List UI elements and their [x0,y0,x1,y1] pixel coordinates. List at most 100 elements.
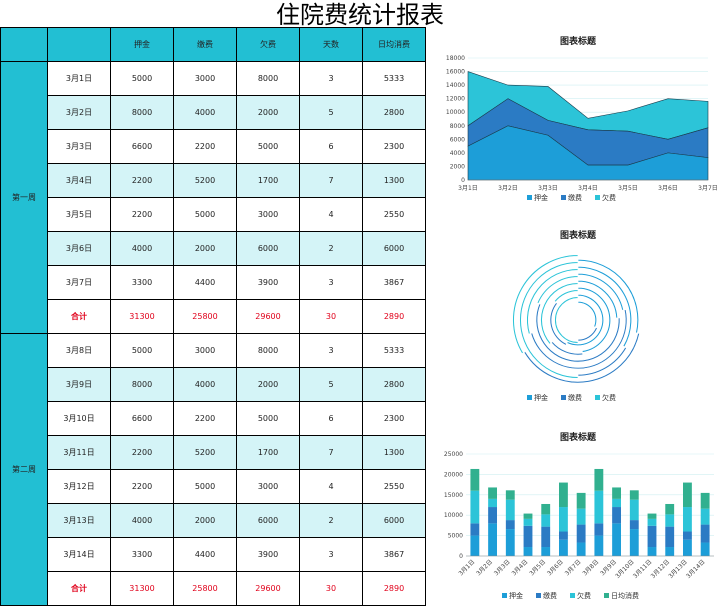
value-cell[interactable]: 3000 [236,197,300,232]
value-cell[interactable]: 5000 [173,197,237,232]
value-cell[interactable]: 6600 [110,129,174,164]
total-value-cell[interactable]: 31300 [110,299,174,334]
value-cell[interactable]: 7 [299,163,363,198]
total-value-cell[interactable]: 29600 [236,571,300,606]
value-cell[interactable]: 2 [299,231,363,266]
date-cell[interactable]: 3月9日 [47,367,111,402]
value-cell[interactable]: 2000 [236,367,300,402]
date-cell[interactable]: 3月4日 [47,163,111,198]
value-cell[interactable]: 2550 [362,197,426,232]
value-cell[interactable]: 3000 [173,333,237,368]
value-cell[interactable]: 5000 [236,401,300,436]
value-cell[interactable]: 6000 [362,231,426,266]
value-cell[interactable]: 4400 [173,537,237,572]
value-cell[interactable]: 1300 [362,163,426,198]
value-cell[interactable]: 5333 [362,61,426,96]
value-cell[interactable]: 3000 [236,469,300,504]
value-cell[interactable]: 3300 [110,265,174,300]
date-cell[interactable]: 3月12日 [47,469,111,504]
value-cell[interactable]: 5000 [173,469,237,504]
date-cell[interactable]: 3月5日 [47,197,111,232]
value-cell[interactable]: 5 [299,367,363,402]
total-value-cell[interactable]: 30 [299,299,363,334]
value-cell[interactable]: 2 [299,503,363,538]
value-cell[interactable]: 3867 [362,265,426,300]
value-cell[interactable]: 2300 [362,401,426,436]
week-label-cell[interactable]: 第一周 [0,61,48,334]
total-value-cell[interactable]: 30 [299,571,363,606]
value-cell[interactable]: 7 [299,435,363,470]
total-value-cell[interactable]: 29600 [236,299,300,334]
header-days[interactable]: 天数 [299,27,363,62]
value-cell[interactable]: 5200 [173,163,237,198]
value-cell[interactable]: 2800 [362,95,426,130]
value-cell[interactable]: 1700 [236,435,300,470]
total-value-cell[interactable]: 2890 [362,299,426,334]
value-cell[interactable]: 2200 [173,401,237,436]
header-deposit[interactable]: 押金 [110,27,174,62]
value-cell[interactable]: 8000 [110,367,174,402]
value-cell[interactable]: 1700 [236,163,300,198]
date-cell[interactable]: 3月14日 [47,537,111,572]
value-cell[interactable]: 2000 [236,95,300,130]
value-cell[interactable]: 6600 [110,401,174,436]
value-cell[interactable]: 6000 [362,503,426,538]
value-cell[interactable]: 8000 [236,61,300,96]
value-cell[interactable]: 4000 [173,367,237,402]
value-cell[interactable]: 8000 [110,95,174,130]
value-cell[interactable]: 3 [299,61,363,96]
value-cell[interactable]: 2300 [362,129,426,164]
value-cell[interactable]: 5 [299,95,363,130]
total-label-cell[interactable]: 合计 [47,299,111,334]
date-cell[interactable]: 3月2日 [47,95,111,130]
value-cell[interactable]: 3867 [362,537,426,572]
date-cell[interactable]: 3月13日 [47,503,111,538]
value-cell[interactable]: 4000 [173,95,237,130]
value-cell[interactable]: 5000 [110,333,174,368]
total-value-cell[interactable]: 31300 [110,571,174,606]
total-label-cell[interactable]: 合计 [47,571,111,606]
total-value-cell[interactable]: 2890 [362,571,426,606]
date-cell[interactable]: 3月10日 [47,401,111,436]
value-cell[interactable]: 4 [299,197,363,232]
value-cell[interactable]: 2200 [110,163,174,198]
value-cell[interactable]: 2200 [110,435,174,470]
value-cell[interactable]: 5200 [173,435,237,470]
week-label-cell[interactable]: 第二周 [0,333,48,606]
value-cell[interactable]: 2200 [173,129,237,164]
value-cell[interactable]: 6000 [236,231,300,266]
value-cell[interactable]: 6 [299,401,363,436]
value-cell[interactable]: 3300 [110,537,174,572]
value-cell[interactable]: 5333 [362,333,426,368]
value-cell[interactable]: 2200 [110,197,174,232]
value-cell[interactable]: 4 [299,469,363,504]
header-daily-spend[interactable]: 日均消费 [362,27,426,62]
value-cell[interactable]: 2000 [173,231,237,266]
value-cell[interactable]: 3900 [236,537,300,572]
value-cell[interactable]: 8000 [236,333,300,368]
value-cell[interactable]: 3 [299,265,363,300]
value-cell[interactable]: 5000 [236,129,300,164]
value-cell[interactable]: 4000 [110,231,174,266]
value-cell[interactable]: 3 [299,537,363,572]
date-cell[interactable]: 3月7日 [47,265,111,300]
value-cell[interactable]: 1300 [362,435,426,470]
total-value-cell[interactable]: 25800 [173,571,237,606]
header-arrears[interactable]: 欠费 [236,27,300,62]
value-cell[interactable]: 6000 [236,503,300,538]
date-cell[interactable]: 3月11日 [47,435,111,470]
value-cell[interactable]: 6 [299,129,363,164]
date-cell[interactable]: 3月8日 [47,333,111,368]
value-cell[interactable]: 3000 [173,61,237,96]
date-cell[interactable]: 3月6日 [47,231,111,266]
value-cell[interactable]: 5000 [110,61,174,96]
total-value-cell[interactable]: 25800 [173,299,237,334]
value-cell[interactable]: 4400 [173,265,237,300]
value-cell[interactable]: 3 [299,333,363,368]
value-cell[interactable]: 2550 [362,469,426,504]
value-cell[interactable]: 4000 [110,503,174,538]
value-cell[interactable]: 3900 [236,265,300,300]
value-cell[interactable]: 2800 [362,367,426,402]
value-cell[interactable]: 2000 [173,503,237,538]
header-payment[interactable]: 缴费 [173,27,237,62]
